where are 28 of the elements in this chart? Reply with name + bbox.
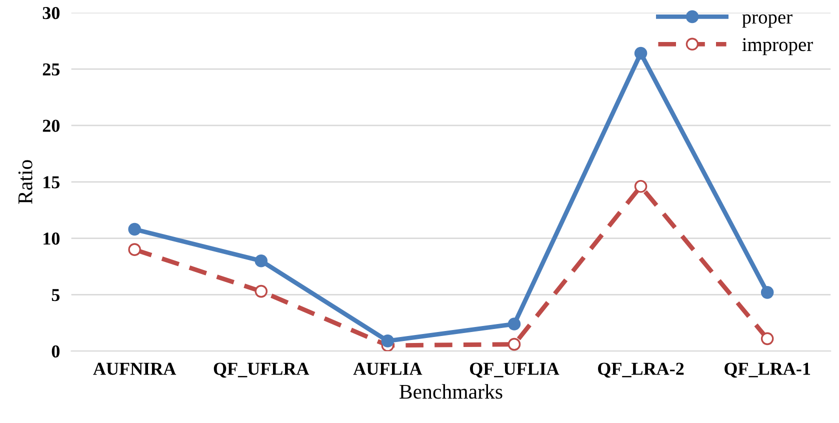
x-tick-label: AUFLIA — [353, 362, 422, 375]
x-tick-label: QF_LRA-2 — [598, 362, 684, 378]
x-tick-label: QF_UFLRA — [214, 362, 310, 378]
y-tick-label: 10 — [44, 232, 60, 245]
legend-label: proper — [742, 14, 792, 28]
x-tick-label: QF_UFLIA — [470, 362, 560, 378]
y-tick-label: 0 — [52, 345, 60, 358]
point — [508, 318, 521, 330]
y-tick-label: 20 — [42, 120, 60, 132]
point — [254, 284, 268, 298]
x-tick-label: QF_LRA-1 — [724, 362, 810, 378]
x-axis-title: Benchmarks — [399, 384, 502, 399]
y-tick-label: 25 — [42, 63, 60, 76]
y-axis-title: Ratio — [18, 160, 32, 204]
y-tick-label: 5 — [52, 289, 60, 302]
y-tick-label: 15 — [44, 176, 60, 188]
point — [128, 222, 141, 236]
point — [634, 46, 648, 60]
point — [254, 254, 268, 268]
point — [760, 286, 774, 299]
point — [760, 332, 774, 346]
point — [128, 243, 141, 256]
x-tick-label: AUFNIRA — [93, 362, 176, 375]
y-tick-label: 30 — [42, 6, 60, 20]
point — [634, 180, 648, 193]
point — [381, 334, 394, 348]
point — [508, 338, 521, 351]
legend-label: improper — [742, 38, 813, 56]
